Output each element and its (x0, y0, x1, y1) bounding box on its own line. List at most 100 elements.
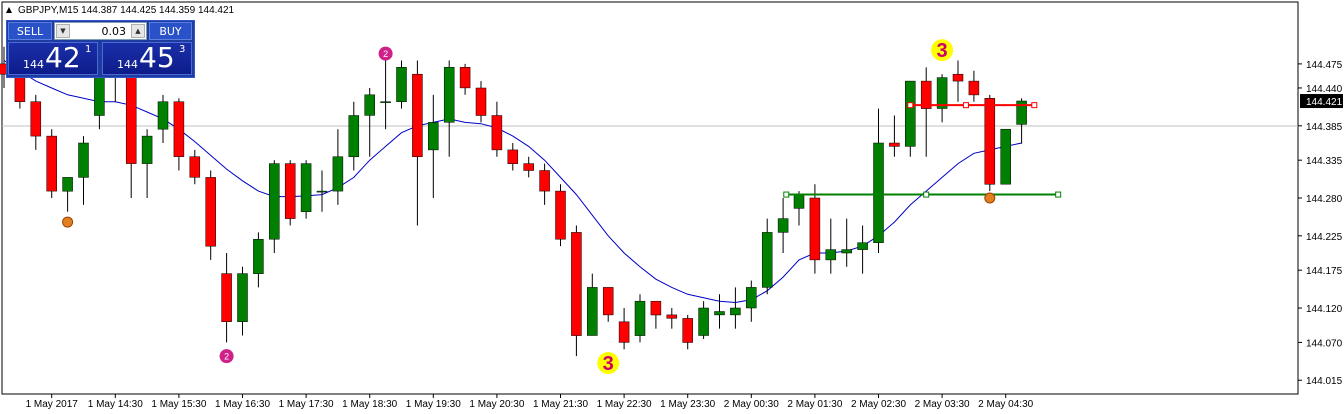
x-tick-label: 1 May 21:30 (533, 399, 588, 410)
x-tick-label: 1 May 22:30 (597, 399, 652, 410)
x-tick-label: 1 May 19:30 (406, 399, 461, 410)
level-handle[interactable] (1055, 191, 1062, 198)
sell-button[interactable]: SELL (8, 22, 52, 40)
candle (205, 170, 216, 260)
candle (825, 218, 837, 274)
candle (905, 80, 916, 157)
candle (284, 160, 296, 226)
candle (78, 136, 89, 205)
sell-quote-pips: 42 (45, 41, 81, 74)
level-handle[interactable] (923, 191, 930, 198)
candle (857, 225, 868, 274)
lot-size-value: 0.03 (101, 24, 127, 38)
candle-body (94, 73, 105, 116)
candle (412, 60, 423, 226)
sell-quote-button[interactable]: 144 42 1 (8, 41, 98, 75)
level-handle[interactable] (962, 102, 969, 109)
candle (936, 74, 948, 123)
candle (555, 184, 566, 247)
pattern-dot-marker (62, 216, 74, 228)
candle (618, 308, 630, 350)
buy-quote-fraction: 3 (179, 44, 186, 55)
candle-body (1016, 100, 1027, 125)
y-tick-label: 144.015 (1306, 376, 1343, 387)
candle (316, 170, 328, 212)
x-tick-label: 1 May 20:30 (469, 399, 524, 410)
candle-body (555, 190, 566, 240)
y-tick-label: 144.120 (1306, 304, 1343, 315)
candle-body (825, 249, 837, 261)
candle (587, 273, 598, 336)
candle-body (284, 163, 296, 219)
current-price-label: 144.421 (1306, 97, 1343, 108)
x-tick-label: 1 May 17:30 (279, 399, 334, 410)
candle (571, 225, 582, 357)
candle-body (730, 307, 741, 316)
lot-decrease-icon[interactable]: ▼ (56, 24, 70, 38)
sell-quote-fraction: 1 (85, 44, 92, 55)
x-tick-label: 1 May 16:30 (215, 399, 270, 410)
candle-body (777, 218, 789, 233)
candle (380, 60, 391, 130)
y-tick-label: 144.175 (1306, 266, 1343, 277)
candle-body (62, 177, 73, 192)
candle-body (173, 101, 185, 157)
x-tick-label: 2 May 01:30 (787, 399, 842, 410)
candle-body (952, 73, 964, 82)
candle-body (698, 307, 709, 336)
candle (746, 280, 757, 322)
collapse-icon[interactable] (6, 7, 12, 13)
buy-quote-pips: 45 (139, 41, 175, 74)
candle (602, 287, 614, 322)
candle-body (364, 94, 375, 116)
wave-number-label: 3 (603, 353, 614, 375)
candle-body (348, 115, 360, 158)
candle-body (475, 87, 487, 116)
pattern-number-marker (378, 46, 393, 61)
candle (730, 287, 741, 329)
y-tick-label: 144.440 (1306, 84, 1343, 95)
candle-body (793, 194, 805, 209)
moving-average-line (3, 60, 1022, 304)
symbol-header: GBPJPY,M15 144.387 144.425 144.359 144.4… (18, 5, 235, 16)
candle-body (968, 80, 980, 96)
sell-quote-prefix: 144 (23, 58, 44, 71)
candle (300, 160, 312, 219)
candle (459, 63, 471, 95)
wave-number-label: 3 (937, 40, 948, 62)
y-tick-label: 144.225 (1306, 232, 1343, 243)
candle (539, 163, 550, 205)
candle (189, 149, 201, 185)
level-handle[interactable] (907, 102, 914, 109)
buy-button[interactable]: BUY (149, 22, 192, 40)
candle-body (682, 318, 693, 343)
candle-body (396, 67, 407, 102)
candle-body (523, 163, 534, 171)
candle (682, 314, 693, 350)
candle-body (237, 273, 248, 322)
level-handle[interactable] (1031, 102, 1038, 109)
candle-body (253, 239, 264, 274)
buy-quote-button[interactable]: 144 45 3 (102, 41, 192, 75)
lot-size-input[interactable]: 0.03 ▼ ▲ (54, 22, 147, 40)
y-tick-label: 144.475 (1306, 60, 1343, 71)
level-handle[interactable] (783, 191, 790, 198)
candle (507, 142, 519, 171)
candle (841, 218, 852, 267)
wave-number-marker (597, 352, 620, 375)
candle-body (634, 300, 646, 336)
candle (920, 67, 932, 157)
candle-body (14, 73, 26, 102)
candle-body (587, 287, 598, 336)
pattern-number-label: 2 (224, 352, 229, 362)
candle (889, 115, 900, 157)
candle-body (205, 177, 216, 247)
x-tick-label: 1 May 15:30 (151, 399, 206, 410)
pattern-number-marker (219, 349, 234, 364)
pattern-dot-marker (984, 192, 996, 204)
candle (157, 94, 169, 143)
candle (698, 301, 709, 339)
lot-increase-icon[interactable]: ▲ (131, 24, 145, 38)
candle-body (666, 314, 678, 319)
